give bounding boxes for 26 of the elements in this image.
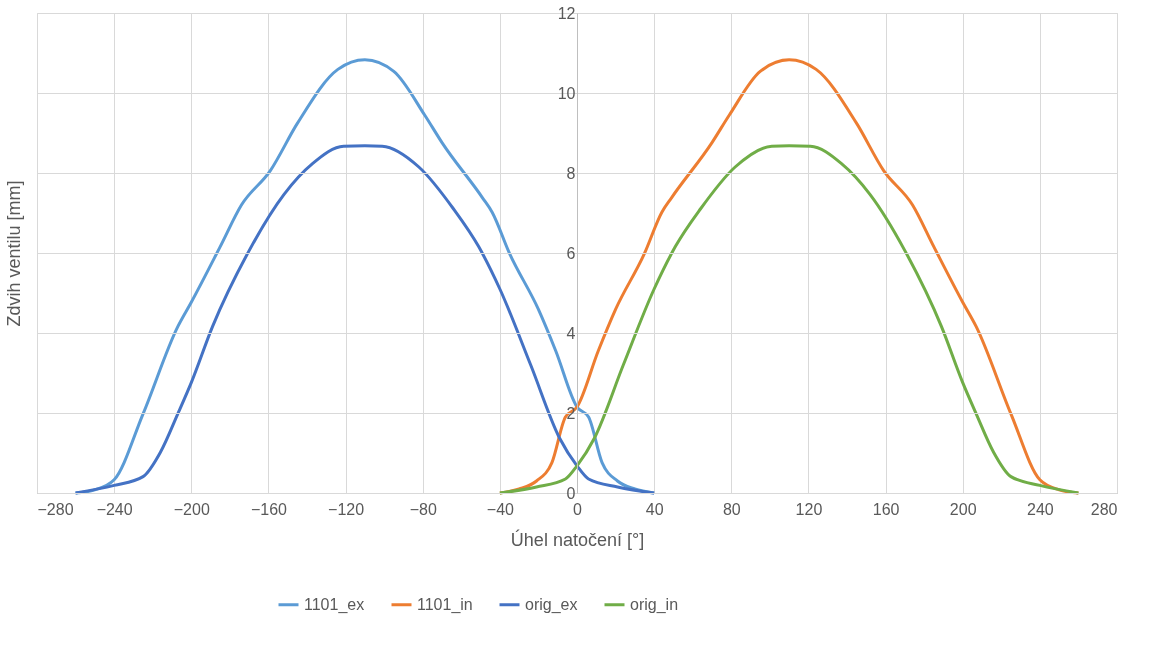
y-tick-label: 6 (566, 244, 576, 262)
y-axis-title: Zdvih ventilu [mm] (3, 180, 24, 327)
x-tick-label: −280 (37, 500, 74, 518)
x-tick-label: −40 (486, 500, 515, 518)
legend-label: 1101_ex (304, 595, 365, 614)
legend-label: orig_ex (525, 595, 578, 614)
y-tick-label: 0 (566, 484, 576, 502)
x-tick-label: 160 (872, 500, 900, 518)
x-tick-label: −160 (250, 500, 288, 518)
x-tick-label: 200 (949, 500, 977, 518)
y-tick-label: 12 (557, 4, 576, 22)
y-tick-label: 10 (557, 84, 576, 102)
x-tick-label: −200 (173, 500, 210, 518)
x-axis-title: Úhel natočení [°] (510, 528, 645, 550)
x-tick-label: 120 (795, 500, 823, 518)
legend-label: 1101_in (417, 595, 473, 614)
x-tick-label: 240 (1027, 500, 1054, 518)
x-tick-label: −120 (328, 500, 365, 518)
x-tick-label: 40 (645, 500, 664, 518)
y-tick-label: 4 (566, 324, 576, 342)
x-tick-label: 280 (1090, 500, 1118, 518)
x-tick-label: −80 (409, 500, 437, 518)
legend-label: orig_in (630, 595, 679, 614)
y-tick-label: 8 (566, 164, 576, 182)
x-tick-label: 80 (722, 500, 741, 518)
x-tick-label: −240 (96, 500, 133, 518)
